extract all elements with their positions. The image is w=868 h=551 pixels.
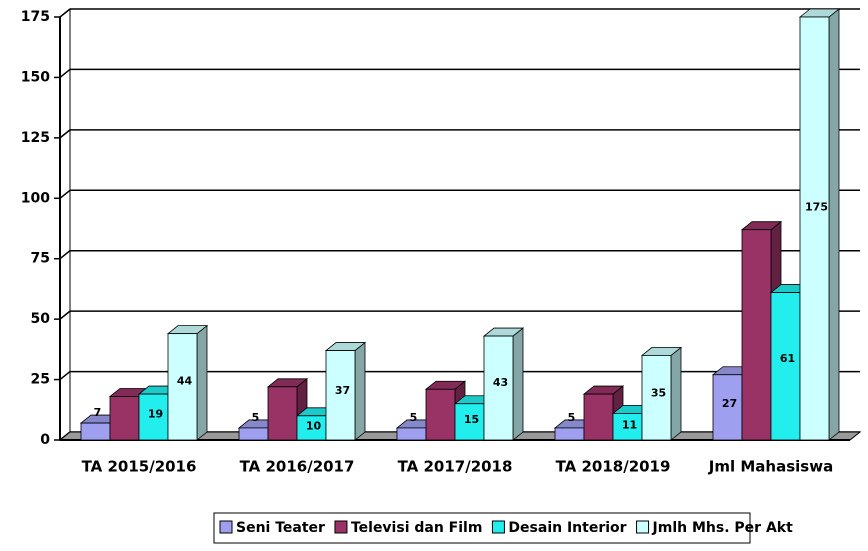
- data-label: 44: [177, 375, 193, 388]
- grid-line: [59, 370, 71, 381]
- y-tick-label: 150: [21, 69, 50, 85]
- bar: [582, 385, 625, 441]
- y-tick-label: 100: [21, 190, 50, 206]
- y-tick-label: 125: [21, 130, 50, 146]
- data-label: 19: [148, 408, 163, 421]
- grid-line: [59, 8, 71, 18]
- data-label: 37: [335, 384, 350, 397]
- bar-front: [641, 354, 672, 441]
- bar-front: [396, 427, 427, 441]
- x-tick-label: TA 2018/2019: [556, 458, 671, 476]
- y-tick-label: 25: [31, 372, 50, 388]
- data-label: 175: [805, 200, 828, 213]
- data-label: 61: [780, 352, 795, 365]
- legend-label: Seni Teater: [236, 520, 325, 536]
- bar-front: [612, 413, 643, 441]
- bar-side: [354, 341, 366, 441]
- bar-side: [828, 8, 840, 441]
- bar-side: [196, 324, 208, 441]
- x-tick-label: Jml Mahasiswa: [708, 458, 833, 476]
- data-label: 10: [306, 420, 322, 433]
- legend-swatch: [636, 520, 650, 534]
- bar-front: [583, 393, 614, 441]
- bar: [740, 220, 783, 441]
- data-label: 5: [252, 411, 260, 424]
- legend-swatch: [334, 520, 348, 534]
- x-tick-label: TA 2015/2016: [82, 458, 197, 476]
- y-tick-label: 50: [31, 311, 51, 327]
- bar-front: [454, 403, 485, 441]
- grid-line: [59, 129, 71, 139]
- bar-front: [238, 427, 269, 441]
- bar: [640, 346, 683, 441]
- data-label: 27: [722, 397, 737, 410]
- legend: Seni Teater Televisi dan Film Desain Inter…: [213, 512, 794, 544]
- bar: [798, 8, 841, 441]
- bar-front: [554, 427, 585, 441]
- bar-front: [770, 292, 801, 441]
- legend-swatch: [491, 520, 505, 534]
- grid-line: [59, 68, 71, 79]
- legend-swatch: [219, 520, 233, 534]
- data-label: 5: [410, 411, 418, 424]
- bar-front: [80, 422, 111, 441]
- bar: [482, 327, 525, 441]
- bar-front: [325, 350, 356, 441]
- y-tick-label: 0: [40, 432, 50, 448]
- legend-label: Desain Interior: [508, 520, 626, 536]
- x-tick-label: TA 2016/2017: [240, 458, 355, 476]
- bar-side: [670, 346, 682, 441]
- bar-front: [167, 333, 198, 441]
- legend-box: [213, 512, 751, 544]
- grid-line: [59, 189, 71, 199]
- bar: [324, 341, 367, 441]
- bar-front: [712, 374, 743, 441]
- data-label: 15: [464, 413, 479, 426]
- grid-line: [59, 310, 71, 320]
- bar-front: [109, 396, 140, 441]
- data-label: 43: [493, 376, 508, 389]
- bar-front: [799, 16, 830, 441]
- y-tick-label: 75: [31, 251, 50, 267]
- bar-front: [483, 335, 514, 441]
- bars: 7 5 5 5 27 19 10 15 11 61 44 37 43 35 175: [79, 8, 841, 441]
- bar-front: [138, 393, 169, 441]
- data-label: 35: [651, 386, 666, 399]
- data-label: 5: [568, 411, 576, 424]
- bar-front: [267, 386, 298, 441]
- bar-front: [296, 415, 327, 441]
- bar-front: [741, 229, 772, 441]
- legend-label: Jmlh Mhs. Per Akt: [652, 520, 794, 536]
- bar: [166, 324, 209, 441]
- grid-line: [59, 250, 71, 260]
- data-label: 11: [622, 418, 637, 431]
- legend-label: Televisi dan Film: [351, 520, 482, 536]
- bar-side: [512, 327, 524, 441]
- x-tick-label: TA 2017/2018: [398, 458, 513, 476]
- y-tick-label: 175: [21, 9, 50, 25]
- data-label: 7: [94, 406, 102, 419]
- bar-front: [425, 388, 456, 441]
